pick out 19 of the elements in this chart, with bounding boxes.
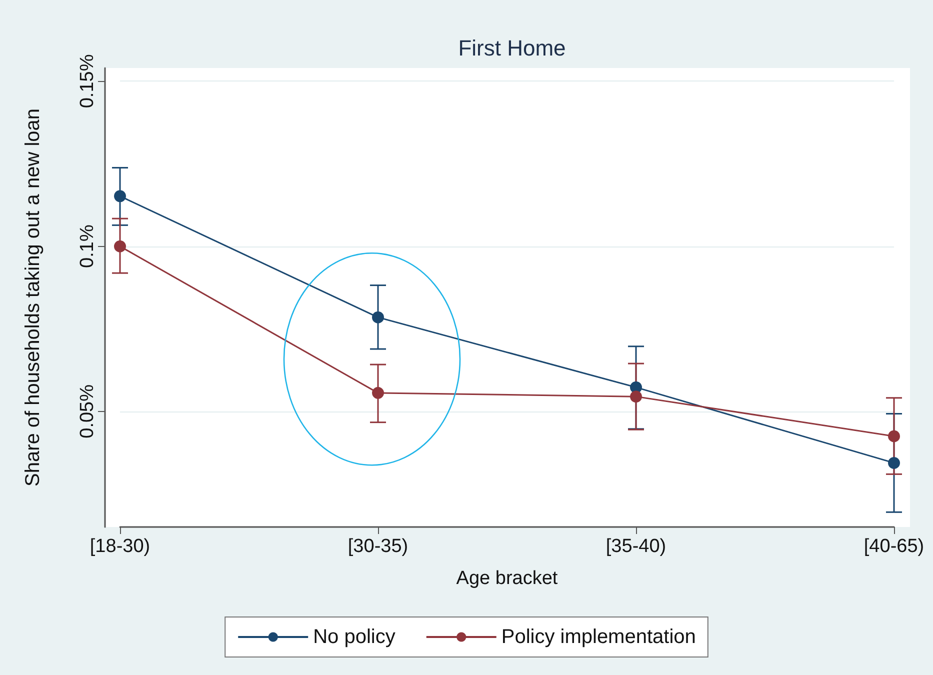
x-tick-label: [30-35) [348, 536, 408, 557]
point [630, 390, 642, 403]
point [888, 430, 900, 442]
point [114, 240, 126, 252]
x-tick-label: [40-65) [864, 536, 924, 557]
point [372, 386, 384, 399]
y-tick-label: 0.15% [77, 54, 98, 108]
y-tick-label: 0.05% [77, 384, 98, 438]
y-axis-title: Share of households taking out a new loan [22, 108, 44, 487]
y-tick-label: 0.1% [77, 224, 98, 268]
point [888, 456, 900, 469]
x-tick-label: [18-30) [90, 536, 150, 557]
legend-label: No policy [313, 626, 396, 648]
point [114, 190, 126, 202]
x-tick-label: [35-40) [606, 536, 666, 557]
legend-label: Policy implementation [501, 626, 696, 648]
x-axis-title: Age bracket [456, 568, 558, 589]
point [372, 311, 384, 324]
chart-title: First Home [458, 36, 566, 60]
